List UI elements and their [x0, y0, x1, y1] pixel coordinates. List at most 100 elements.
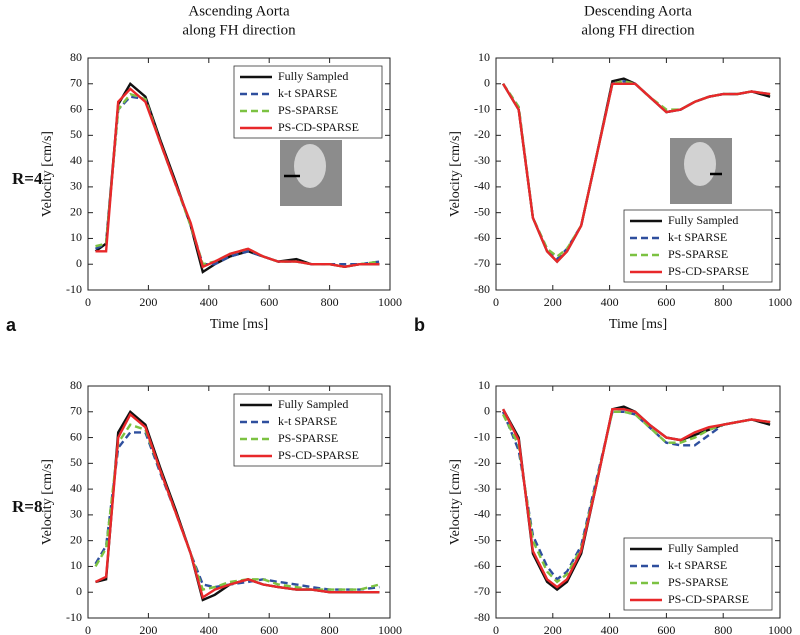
y-tick-label: 50 [70, 127, 82, 141]
y-tick-label: -10 [66, 610, 82, 624]
y-axis-label: Velocity [cm/s] [40, 131, 55, 217]
x-tick-label: 200 [139, 623, 157, 635]
x-tick-label: 200 [544, 295, 562, 309]
y-tick-label: 0 [76, 256, 82, 270]
y-tick-label: -10 [474, 429, 490, 443]
legend-label: PS-SPARSE [278, 103, 338, 117]
series-line [94, 423, 380, 591]
legend-label: k-t SPARSE [278, 86, 337, 100]
y-tick-label: 70 [70, 404, 82, 418]
panel-label: a [6, 315, 17, 335]
y-tick-label: 0 [76, 584, 82, 598]
x-tick-label: 0 [493, 623, 499, 635]
x-tick-label: 600 [260, 623, 278, 635]
y-tick-label: 20 [70, 532, 82, 546]
column-title: along FH direction [182, 22, 296, 38]
y-tick-label: 50 [70, 455, 82, 469]
x-tick-label: 1000 [768, 295, 792, 309]
y-axis-label: Velocity [cm/s] [448, 131, 463, 217]
x-axis-label: Time [ms] [210, 317, 268, 332]
x-tick-label: 400 [601, 295, 619, 309]
legend-label: k-t SPARSE [278, 414, 337, 428]
y-tick-label: -20 [474, 455, 490, 469]
series-line [95, 87, 380, 269]
y-tick-label: -10 [66, 282, 82, 296]
legend-label: Fully Sampled [668, 541, 738, 555]
y-tick-label: -30 [474, 153, 490, 167]
y-tick-label: -30 [474, 481, 490, 495]
column-title: along FH direction [581, 22, 695, 38]
series-line [502, 79, 771, 259]
y-tick-label: -70 [474, 584, 490, 598]
x-tick-label: 600 [260, 295, 278, 309]
y-tick-label: 10 [70, 230, 82, 244]
legend-label: PS-SPARSE [668, 247, 728, 261]
y-tick-label: 60 [70, 429, 82, 443]
x-tick-label: 600 [657, 623, 675, 635]
y-axis-label: Velocity [cm/s] [40, 459, 55, 545]
legend-label: PS-CD-SPARSE [668, 264, 749, 278]
y-tick-label: 0 [484, 404, 490, 418]
y-tick-label: -10 [474, 101, 490, 115]
y-tick-label: -50 [474, 532, 490, 546]
x-tick-label: 800 [714, 623, 732, 635]
y-tick-label: -40 [474, 179, 490, 193]
series-line [502, 408, 771, 589]
x-tick-label: 0 [493, 295, 499, 309]
y-tick-label: 10 [478, 50, 490, 64]
y-axis-label: Velocity [cm/s] [448, 459, 463, 545]
legend-label: PS-CD-SPARSE [278, 448, 359, 462]
x-tick-label: 1000 [378, 623, 402, 635]
panel-label: b [414, 315, 425, 335]
series-line [94, 95, 380, 266]
legend-label: Fully Sampled [278, 69, 348, 83]
y-tick-label: 10 [478, 378, 490, 392]
x-tick-label: 1000 [768, 623, 792, 635]
y-tick-label: 40 [70, 481, 82, 495]
x-tick-label: 200 [139, 295, 157, 309]
x-axis-label: Time [ms] [609, 317, 667, 332]
inset-image [684, 142, 716, 186]
x-tick-label: 800 [714, 295, 732, 309]
legend-label: PS-SPARSE [278, 431, 338, 445]
legend-label: Fully Sampled [668, 213, 738, 227]
column-title: Descending Aorta [584, 3, 692, 19]
y-tick-label: 30 [70, 507, 82, 521]
y-tick-label: 40 [70, 153, 82, 167]
x-tick-label: 800 [321, 295, 339, 309]
legend-label: PS-CD-SPARSE [278, 120, 359, 134]
y-tick-label: 80 [70, 50, 82, 64]
y-tick-label: -60 [474, 230, 490, 244]
row-label: R=4 [12, 169, 43, 188]
y-tick-label: -60 [474, 558, 490, 572]
y-tick-label: -50 [474, 204, 490, 218]
y-tick-label: -80 [474, 282, 490, 296]
y-tick-label: -40 [474, 507, 490, 521]
x-tick-label: 400 [200, 295, 218, 309]
legend-label: k-t SPARSE [668, 558, 727, 572]
y-tick-label: -70 [474, 256, 490, 270]
x-tick-label: 0 [85, 623, 91, 635]
y-tick-label: -20 [474, 127, 490, 141]
series-line [94, 412, 380, 600]
x-tick-label: 1000 [378, 295, 402, 309]
inset-image [294, 144, 326, 188]
y-tick-label: -80 [474, 610, 490, 624]
x-tick-label: 0 [85, 295, 91, 309]
y-tick-label: 70 [70, 76, 82, 90]
y-tick-label: 0 [484, 76, 490, 90]
y-tick-label: 80 [70, 378, 82, 392]
legend-label: k-t SPARSE [668, 230, 727, 244]
legend-label: Fully Sampled [278, 397, 348, 411]
legend-label: PS-SPARSE [668, 575, 728, 589]
x-tick-label: 400 [601, 623, 619, 635]
row-label: R=8 [12, 497, 42, 516]
y-tick-label: 10 [70, 558, 82, 572]
x-tick-label: 400 [200, 623, 218, 635]
column-title: Ascending Aorta [188, 3, 290, 19]
y-tick-label: 20 [70, 204, 82, 218]
legend-label: PS-CD-SPARSE [668, 592, 749, 606]
series-line [502, 82, 771, 264]
x-tick-label: 600 [657, 295, 675, 309]
